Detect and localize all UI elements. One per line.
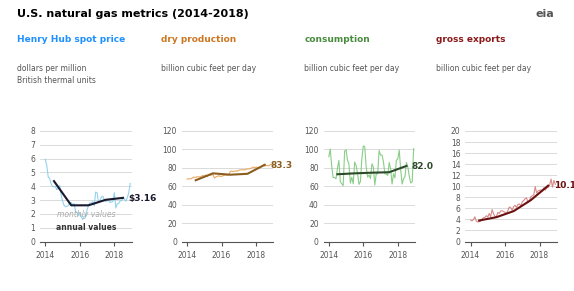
Text: $3.16: $3.16 [129,194,157,203]
Text: consumption: consumption [304,35,370,44]
Text: 82.0: 82.0 [412,162,434,171]
Text: billion cubic feet per day: billion cubic feet per day [161,64,256,73]
Text: dry production: dry production [161,35,236,44]
Text: billion cubic feet per day: billion cubic feet per day [304,64,400,73]
Text: gross exports: gross exports [436,35,506,44]
Text: U.S. natural gas metrics (2014-2018): U.S. natural gas metrics (2014-2018) [17,9,249,19]
Text: 10.1: 10.1 [554,182,574,191]
Text: eia: eia [535,9,554,19]
Text: Henry Hub spot price: Henry Hub spot price [17,35,126,44]
Text: 83.3: 83.3 [270,161,292,170]
Text: annual values: annual values [56,223,116,233]
Text: billion cubic feet per day: billion cubic feet per day [436,64,532,73]
Text: monthly values: monthly values [57,210,115,219]
Text: dollars per million
British thermal units: dollars per million British thermal unit… [17,64,96,85]
